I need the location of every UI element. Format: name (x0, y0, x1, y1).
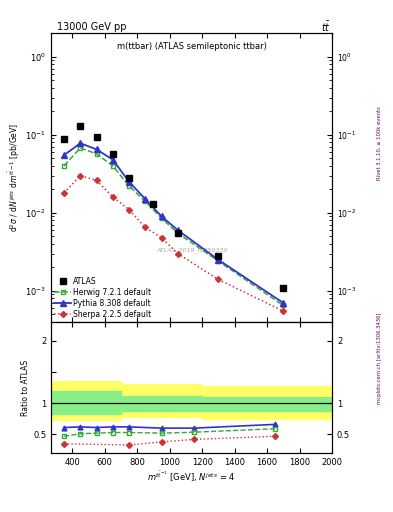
Text: Rivet 3.1.10, ≥ 100k events: Rivet 3.1.10, ≥ 100k events (377, 106, 382, 180)
Pythia 8.308 default (143, 196, 148, 202)
Text: $t\bar{t}$: $t\bar{t}$ (321, 19, 331, 34)
Legend: ATLAS, Herwig 7.2.1 default, Pythia 8.308 default, Sherpa 2.2.5 default: ATLAS, Herwig 7.2.1 default, Pythia 8.30… (53, 276, 152, 319)
ATLAS (110, 151, 115, 157)
Text: mcplots.cern.ch [arXiv:1306.3436]: mcplots.cern.ch [arXiv:1306.3436] (377, 313, 382, 404)
Herwig 7.2.1 default (143, 198, 148, 204)
Text: m(ttbar) (ATLAS semileptonic ttbar): m(ttbar) (ATLAS semileptonic ttbar) (117, 42, 266, 51)
Pythia 8.308 default (175, 227, 180, 233)
ATLAS (78, 123, 83, 129)
Herwig 7.2.1 default (127, 183, 131, 189)
Sherpa 2.2.5 default (159, 234, 164, 241)
ATLAS (175, 230, 180, 236)
Herwig 7.2.1 default (175, 230, 180, 236)
Pythia 8.308 default (281, 300, 286, 306)
Herwig 7.2.1 default (110, 163, 115, 169)
Line: Pythia 8.308 default: Pythia 8.308 default (61, 140, 286, 306)
Pythia 8.308 default (78, 140, 83, 146)
ATLAS (281, 285, 286, 291)
Herwig 7.2.1 default (78, 145, 83, 151)
Text: 13000 GeV pp: 13000 GeV pp (57, 22, 127, 32)
Pythia 8.308 default (94, 146, 99, 153)
Pythia 8.308 default (159, 214, 164, 220)
ATLAS (216, 253, 221, 259)
Sherpa 2.2.5 default (62, 190, 66, 196)
Line: Herwig 7.2.1 default: Herwig 7.2.1 default (62, 145, 286, 308)
Text: ATLAS_2019_I1750330: ATLAS_2019_I1750330 (156, 247, 227, 252)
Sherpa 2.2.5 default (127, 206, 131, 212)
Y-axis label: Ratio to ATLAS: Ratio to ATLAS (21, 359, 30, 416)
ATLAS (62, 136, 66, 142)
Sherpa 2.2.5 default (143, 224, 148, 230)
Sherpa 2.2.5 default (175, 250, 180, 257)
X-axis label: $m^{t\bar{t}^{-1}}$ [GeV], $N^{jets}$ = 4: $m^{t\bar{t}^{-1}}$ [GeV], $N^{jets}$ = … (147, 470, 236, 484)
Pythia 8.308 default (127, 179, 131, 185)
Herwig 7.2.1 default (159, 215, 164, 221)
Pythia 8.308 default (62, 152, 66, 158)
Herwig 7.2.1 default (216, 258, 221, 264)
Sherpa 2.2.5 default (281, 308, 286, 314)
Herwig 7.2.1 default (94, 151, 99, 157)
Line: ATLAS: ATLAS (61, 123, 286, 291)
Sherpa 2.2.5 default (216, 276, 221, 283)
Y-axis label: d$^2\sigma$ / d$N^{jets}$ d$m^{t\bar{t}-1}$ [pb/GeV]: d$^2\sigma$ / d$N^{jets}$ d$m^{t\bar{t}-… (7, 123, 22, 232)
Sherpa 2.2.5 default (110, 194, 115, 200)
Herwig 7.2.1 default (281, 303, 286, 309)
Sherpa 2.2.5 default (94, 177, 99, 183)
ATLAS (94, 134, 99, 140)
Pythia 8.308 default (110, 157, 115, 163)
Line: Sherpa 2.2.5 default: Sherpa 2.2.5 default (62, 174, 285, 313)
ATLAS (151, 201, 156, 207)
Sherpa 2.2.5 default (78, 173, 83, 179)
ATLAS (127, 175, 131, 181)
Herwig 7.2.1 default (62, 163, 66, 169)
Pythia 8.308 default (216, 257, 221, 263)
